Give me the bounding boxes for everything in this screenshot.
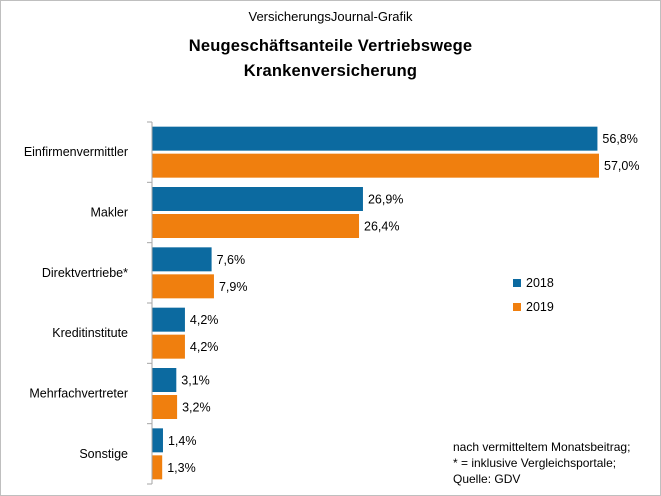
- category-label: Makler: [90, 206, 128, 220]
- legend-label-2019: 2019: [526, 300, 554, 314]
- bar-2019: [152, 274, 214, 299]
- bar-2018: [152, 428, 163, 453]
- bar-2018: [152, 187, 363, 211]
- category-label: Mehrfachvertreter: [29, 387, 128, 401]
- data-label: 4,2%: [190, 313, 219, 327]
- data-label: 4,2%: [190, 340, 219, 354]
- data-label: 26,4%: [364, 220, 399, 234]
- bar-2018: [152, 126, 598, 151]
- legend-swatch-2018: [513, 279, 521, 287]
- footnote-line-3: Quelle: GDV: [453, 472, 521, 486]
- data-label: 7,9%: [219, 280, 248, 294]
- data-label: 56,8%: [602, 132, 637, 146]
- bar-2019: [152, 334, 185, 359]
- category-label: Direktvertriebe*: [42, 266, 128, 280]
- data-label: 26,9%: [368, 193, 403, 207]
- category-label: Kreditinstitute: [52, 326, 128, 340]
- chart-title-line-1: Neugeschäftsanteile Vertriebswege: [188, 37, 473, 55]
- bar-2018: [152, 368, 177, 392]
- category-label: Einfirmenvermittler: [24, 145, 128, 159]
- chart-title-line-2: Krankenversicherung: [243, 62, 418, 80]
- data-label: 3,2%: [182, 401, 211, 415]
- bar-2019: [152, 153, 599, 178]
- footnote-line-2: * = inklusive Vergleichsportale;: [453, 456, 617, 470]
- legend-label-2018: 2018: [526, 276, 554, 290]
- legend-swatch-2019: [513, 303, 521, 311]
- source-label: VersicherungsJournal-Grafik: [248, 9, 413, 24]
- bar-2018: [152, 247, 212, 272]
- bar-2018: [152, 307, 185, 332]
- footnote-line-1: nach vermitteltem Monatsbeitrag;: [453, 440, 631, 454]
- bar-2019: [152, 455, 163, 480]
- data-label: 3,1%: [181, 374, 210, 388]
- data-label: 1,4%: [168, 434, 197, 448]
- data-label: 57,0%: [604, 159, 639, 173]
- bar-2019: [152, 214, 360, 238]
- data-label: 7,6%: [217, 253, 246, 267]
- data-label: 1,3%: [167, 461, 196, 475]
- bar-2019: [152, 395, 178, 419]
- category-label: Sonstige: [79, 447, 128, 461]
